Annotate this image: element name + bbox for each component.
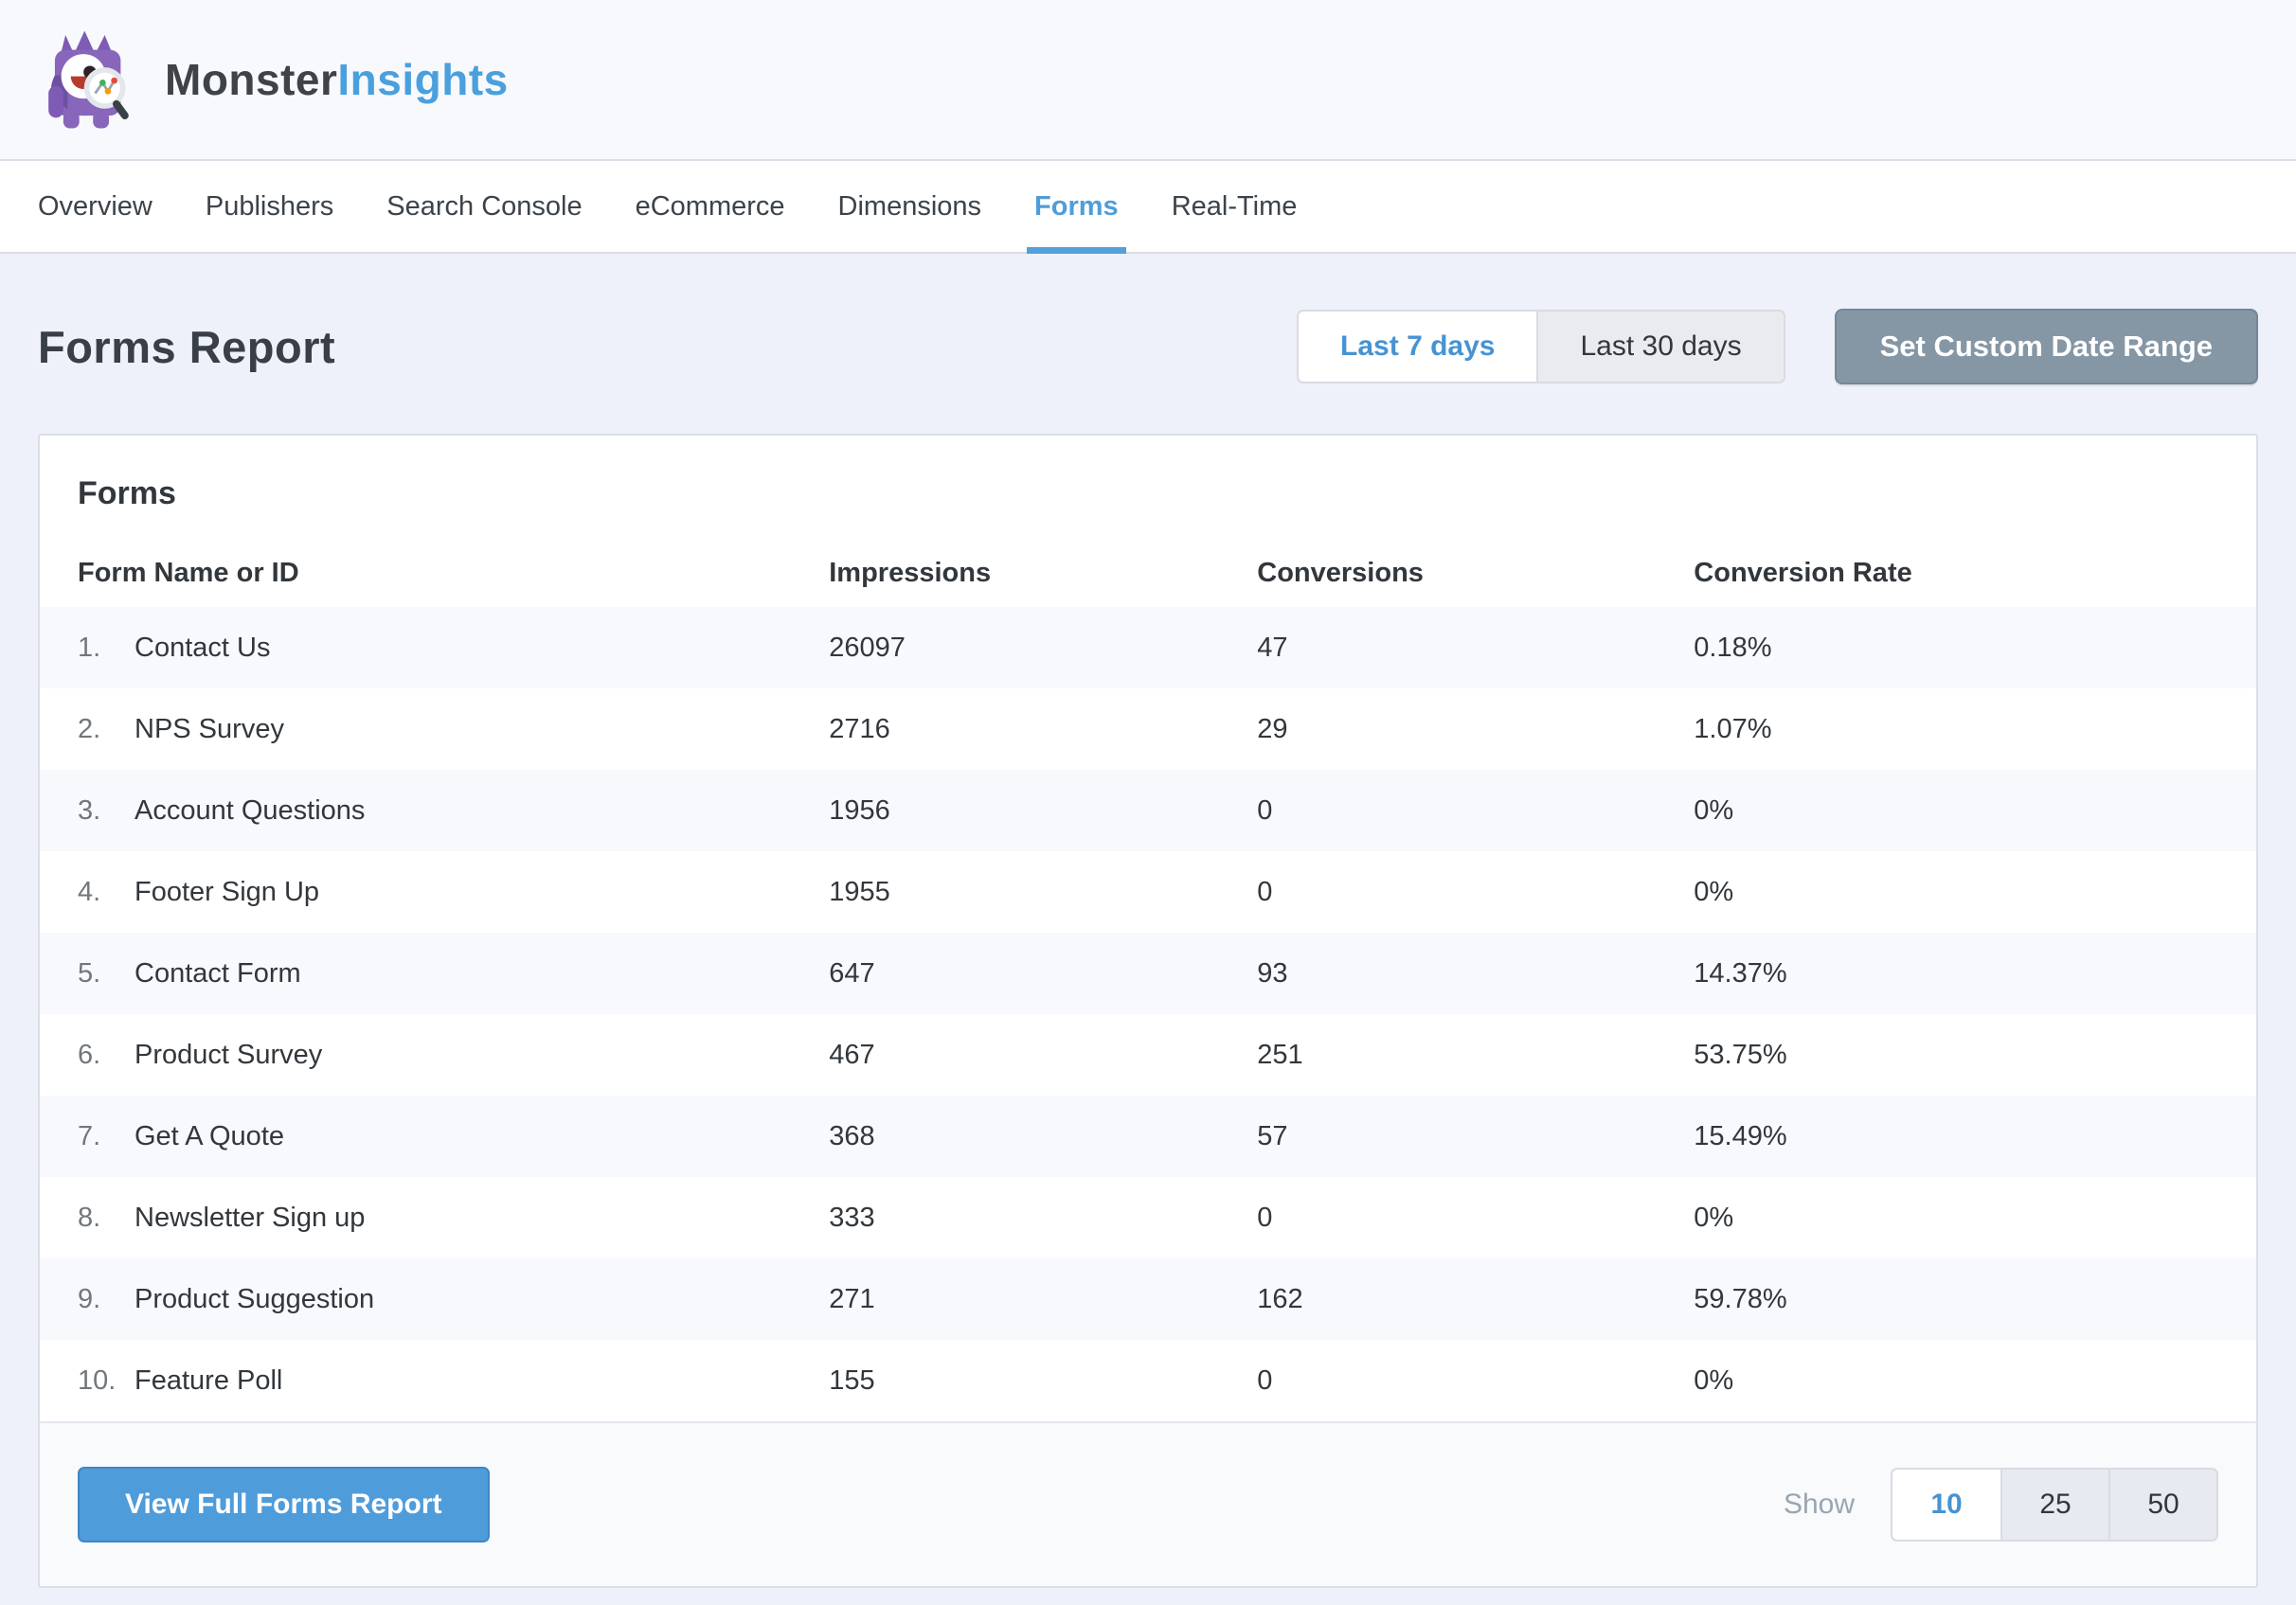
tab-overview[interactable]: Overview <box>38 190 152 222</box>
row-index: 6. <box>78 1039 101 1070</box>
form-name: Product Suggestion <box>135 1283 375 1314</box>
table-row: 5. Contact Form 647 93 14.37% <box>40 933 2256 1014</box>
row-index: 3. <box>78 794 101 826</box>
impressions-value: 271 <box>829 1283 875 1314</box>
impressions-value: 155 <box>829 1364 875 1396</box>
tab-search-console[interactable]: Search Console <box>386 190 583 222</box>
impressions-value: 26097 <box>829 632 906 663</box>
column-conversion-rate: Conversion Rate <box>1694 557 1912 588</box>
page-size-controls: Show 10 25 50 <box>1784 1468 2218 1542</box>
column-form-name: Form Name or ID <box>78 557 299 588</box>
table-row: 4. Footer Sign Up 1955 0 0% <box>40 851 2256 933</box>
form-name: Feature Poll <box>135 1364 283 1396</box>
forms-card-footer: View Full Forms Report Show 10 25 50 <box>40 1421 2256 1586</box>
table-row: 9. Product Suggestion 271 162 59.78% <box>40 1258 2256 1340</box>
report-nav: Overview Publishers Search Console eComm… <box>0 161 2296 254</box>
forms-card: Forms Form Name or ID Impressions Conver… <box>38 434 2258 1588</box>
forms-card-title: Forms <box>78 475 176 511</box>
table-row: 7. Get A Quote 368 57 15.49% <box>40 1096 2256 1177</box>
row-index: 10. <box>78 1364 117 1396</box>
monster-mascot-icon <box>48 30 129 129</box>
date-range-toggle: Last 7 days Last 30 days <box>1297 310 1785 383</box>
form-name: Newsletter Sign up <box>135 1202 366 1233</box>
conversions-value: 0 <box>1257 1364 1273 1396</box>
conversion-rate-value: 14.37% <box>1694 957 1787 989</box>
page-size-50-button[interactable]: 50 <box>2108 1470 2216 1540</box>
table-row: 8. Newsletter Sign up 333 0 0% <box>40 1177 2256 1258</box>
conversion-rate-value: 59.78% <box>1694 1283 1787 1314</box>
conversions-value: 29 <box>1257 713 1288 744</box>
tab-forms[interactable]: Forms <box>1027 161 1126 254</box>
form-name: Get A Quote <box>135 1120 284 1151</box>
conversion-rate-value: 1.07% <box>1694 713 1772 744</box>
impressions-value: 1955 <box>829 876 890 907</box>
table-row: 6. Product Survey 467 251 53.75% <box>40 1014 2256 1096</box>
date-range-controls: Last 7 days Last 30 days Set Custom Date… <box>1297 309 2258 384</box>
form-name: Contact Form <box>135 957 301 989</box>
tab-dimensions[interactable]: Dimensions <box>837 190 982 222</box>
conversions-value: 0 <box>1257 876 1273 907</box>
form-name: NPS Survey <box>135 713 284 744</box>
brand-name-primary: Monster <box>165 55 338 104</box>
last-7-days-button[interactable]: Last 7 days <box>1299 312 1537 382</box>
forms-table-header: Form Name or ID Impressions Conversions … <box>40 539 2256 607</box>
page-header: Forms Report Last 7 days Last 30 days Se… <box>38 309 2258 384</box>
impressions-value: 467 <box>829 1039 875 1070</box>
tab-publishers[interactable]: Publishers <box>205 190 334 222</box>
conversions-value: 93 <box>1257 957 1288 989</box>
table-row: 3. Account Questions 1956 0 0% <box>40 770 2256 851</box>
page-content: Forms Report Last 7 days Last 30 days Se… <box>0 254 2296 1588</box>
row-index: 9. <box>78 1283 101 1314</box>
conversions-value: 251 <box>1257 1039 1303 1070</box>
impressions-value: 368 <box>829 1120 875 1151</box>
form-name: Product Survey <box>135 1039 323 1070</box>
page-size-toggle: 10 25 50 <box>1891 1468 2218 1542</box>
forms-table-body: 1. Contact Us 26097 47 0.18% 2. NPS Survey… <box>40 607 2256 1421</box>
impressions-value: 647 <box>829 957 875 989</box>
show-label: Show <box>1783 1489 1855 1520</box>
column-conversions: Conversions <box>1257 557 1424 588</box>
row-index: 5. <box>78 957 101 989</box>
row-index: 1. <box>78 632 101 663</box>
impressions-value: 1956 <box>829 794 890 826</box>
last-30-days-button[interactable]: Last 30 days <box>1536 312 1784 382</box>
conversion-rate-value: 0% <box>1694 1364 1734 1396</box>
conversion-rate-value: 0% <box>1694 876 1734 907</box>
conversions-value: 47 <box>1257 632 1288 663</box>
column-impressions: Impressions <box>829 557 992 588</box>
impressions-value: 333 <box>829 1202 875 1233</box>
conversions-value: 57 <box>1257 1120 1288 1151</box>
conversion-rate-value: 0% <box>1694 1202 1734 1233</box>
impressions-value: 2716 <box>829 713 890 744</box>
table-row: 10. Feature Poll 155 0 0% <box>40 1340 2256 1421</box>
tab-real-time[interactable]: Real-Time <box>1171 190 1298 222</box>
form-name: Footer Sign Up <box>135 876 320 907</box>
row-index: 2. <box>78 713 101 744</box>
page-size-25-button[interactable]: 25 <box>2000 1470 2108 1540</box>
page-title: Forms Report <box>38 321 336 372</box>
conversions-value: 162 <box>1257 1283 1303 1314</box>
conversion-rate-value: 15.49% <box>1694 1120 1787 1151</box>
row-index: 4. <box>78 876 101 907</box>
conversion-rate-value: 0.18% <box>1694 632 1772 663</box>
brand-name: MonsterInsights <box>165 54 509 105</box>
brand-name-secondary: Insights <box>337 55 509 104</box>
form-name: Contact Us <box>135 632 271 663</box>
form-name: Account Questions <box>135 794 366 826</box>
view-full-forms-report-button[interactable]: View Full Forms Report <box>78 1467 490 1543</box>
set-custom-date-range-button[interactable]: Set Custom Date Range <box>1834 309 2258 384</box>
conversions-value: 0 <box>1257 1202 1273 1233</box>
table-row: 1. Contact Us 26097 47 0.18% <box>40 607 2256 688</box>
conversion-rate-value: 53.75% <box>1694 1039 1787 1070</box>
monsterinsights-logo[interactable]: MonsterInsights <box>38 23 509 136</box>
conversion-rate-value: 0% <box>1694 794 1734 826</box>
site-header: MonsterInsights <box>0 0 2296 161</box>
row-index: 7. <box>78 1120 101 1151</box>
page-size-10-button[interactable]: 10 <box>1892 1470 2000 1540</box>
conversions-value: 0 <box>1257 794 1273 826</box>
row-index: 8. <box>78 1202 101 1233</box>
tab-ecommerce[interactable]: eCommerce <box>635 190 785 222</box>
table-row: 2. NPS Survey 2716 29 1.07% <box>40 688 2256 770</box>
